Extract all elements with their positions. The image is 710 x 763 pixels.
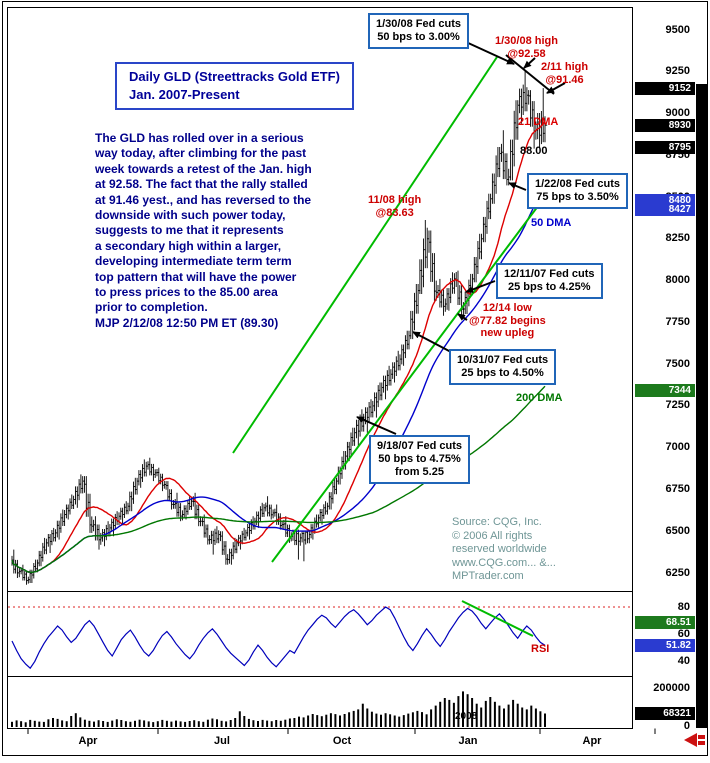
price-tick-9500: 9500 xyxy=(665,23,690,36)
right-edge-bar xyxy=(696,84,707,728)
chart-title-box: Daily GLD (Streettracks Gold ETF) Jan. 2… xyxy=(115,62,354,110)
x-axis-label-jan: Jan xyxy=(458,735,478,747)
volume-tick-0: 0 xyxy=(683,720,690,732)
callout-fed-cut-1-30: 1/30/08 Fed cuts 50 bps to 3.00% xyxy=(368,13,469,49)
fed-cut-9-18-arrow xyxy=(356,416,397,435)
volume-bars xyxy=(11,691,546,727)
note-high-11-08: 11/08 high @83.63 xyxy=(368,194,422,219)
chart-title-line1: Daily GLD (Streettracks Gold ETF) xyxy=(129,69,340,84)
price-tick-6750: 6750 xyxy=(665,482,690,495)
x-axis-label-oct: Oct xyxy=(332,735,352,747)
price-tick-9000: 9000 xyxy=(665,107,690,120)
price-flag-8427: 8427 xyxy=(635,202,695,216)
source-attribution: Source: CQG, Inc. © 2006 All rights rese… xyxy=(452,516,556,582)
x-axis-label-apr: Apr xyxy=(582,735,602,747)
price-tick-7250: 7250 xyxy=(665,399,690,412)
rsi-tick-60: 60 xyxy=(677,627,690,640)
fed-cut-1-30-arrow xyxy=(465,41,515,65)
x-axis-label-apr: Apr xyxy=(78,735,98,747)
21-dma-line xyxy=(11,121,546,574)
price-flag-9152: 9152 xyxy=(635,81,695,95)
callout-fed-cut-12-11: 12/11/07 Fed cuts 25 bps to 4.25% xyxy=(496,263,603,299)
rsi-tick-80: 80 xyxy=(677,600,690,613)
callout-fed-cut-9-18: 9/18/07 Fed cuts 50 bps to 4.75% from 5.… xyxy=(369,435,470,484)
analyst-commentary: The GLD has rolled over in a serious way… xyxy=(95,131,312,330)
callout-fed-cut-10-31: 10/31/07 Fed cuts 25 bps to 4.50% xyxy=(449,349,557,385)
rsi-line xyxy=(11,606,546,670)
price-tick-7750: 7750 xyxy=(665,315,690,328)
price-tick-7000: 7000 xyxy=(665,441,690,454)
volume-flag-68321: 68321 xyxy=(635,707,695,721)
scroll-left-arrow-icon xyxy=(684,733,705,747)
label-ma-50-label: 50 DMA xyxy=(531,217,572,229)
volume-tick-200000: 200000 xyxy=(653,682,690,694)
scroll-left-button[interactable] xyxy=(683,732,707,748)
fed-cut-10-31-arrow xyxy=(412,331,452,353)
fed-cut-1-22-arrow xyxy=(508,182,527,191)
year-label: 2008 xyxy=(455,711,478,722)
label-ma-21-label: 21 DMA xyxy=(518,116,559,128)
label-ma-200-label: 200 DMA xyxy=(516,392,563,404)
rsi-panel[interactable] xyxy=(7,591,633,677)
rsi-flag-68.51: 68.51 xyxy=(635,616,695,630)
channel-upper-trendline xyxy=(232,56,498,454)
candlestick-series xyxy=(11,70,548,585)
rsi-downtrend-trendline xyxy=(461,600,534,637)
fed-cut-12-11-arrow xyxy=(465,280,496,293)
x-axis-label-jul: Jul xyxy=(214,735,230,747)
rsi-flag-51.82: 51.82 xyxy=(635,638,695,652)
price-tick-8250: 8250 xyxy=(665,232,690,245)
low-12-14-arrow xyxy=(457,313,468,321)
label-rsi-label: RSI xyxy=(531,643,550,655)
price-tick-6500: 6500 xyxy=(665,524,690,537)
price-tick-8000: 8000 xyxy=(665,274,690,287)
high-1-30-arrow xyxy=(523,57,536,69)
high-2-11-arrow xyxy=(546,82,566,94)
note-low-12-14: 12/14 low @77.82 begins new upleg xyxy=(469,302,546,339)
rsi-tick-40: 40 xyxy=(677,654,690,667)
price-flag-8930: 8930 xyxy=(635,118,695,132)
price-panel[interactable] xyxy=(7,7,633,592)
price-tick-9250: 9250 xyxy=(665,65,690,78)
channel-lower-trendline xyxy=(271,197,545,563)
note-high-2-11: 2/11 high @91.46 xyxy=(541,61,589,86)
label-level-88: 88.00 xyxy=(520,145,548,157)
price-tick-7500: 7500 xyxy=(665,357,690,370)
price-flag-8795: 8795 xyxy=(635,141,695,155)
price-flag-7344: 7344 xyxy=(635,383,695,397)
chart-title-line2: Jan. 2007-Present xyxy=(129,87,240,102)
callout-fed-cut-1-22: 1/22/08 Fed cuts 75 bps to 3.50% xyxy=(527,173,628,209)
volume-panel[interactable] xyxy=(7,676,633,729)
note-high-1-30: 1/30/08 high @92.58 xyxy=(495,35,558,60)
price-tick-6250: 6250 xyxy=(665,566,690,579)
